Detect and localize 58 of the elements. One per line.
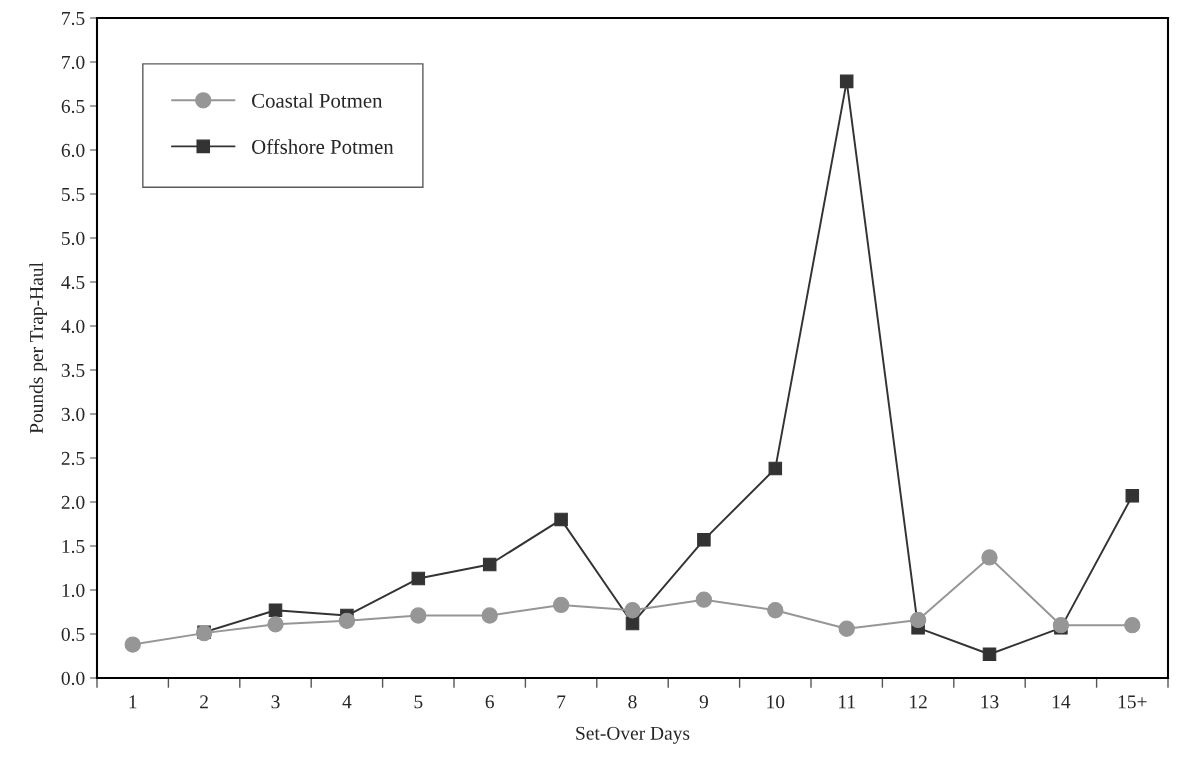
- x-tick-label: 1: [129, 695, 137, 709]
- point: [768, 461, 783, 476]
- x-tick-label: 5: [414, 695, 423, 709]
- y-tick-label: 5.0: [62, 231, 85, 246]
- x-tick-label: 9: [699, 695, 708, 709]
- point: [695, 591, 713, 608]
- point: [697, 533, 711, 547]
- x-tick-label: 6: [485, 695, 494, 709]
- y-tick-label: 3.5: [61, 363, 85, 378]
- point: [1125, 489, 1140, 503]
- y-tick-label: 1.0: [62, 583, 85, 598]
- y-tick-label: 4.5: [61, 275, 85, 290]
- point: [411, 571, 426, 586]
- point: [410, 607, 427, 624]
- point: [982, 647, 997, 662]
- point: [981, 549, 998, 566]
- point: [481, 607, 498, 624]
- point: [624, 602, 641, 619]
- y-tick-label: 6.5: [61, 99, 85, 114]
- y-tick-label: 7.5: [62, 12, 85, 26]
- y-tick-label: 4.0: [61, 319, 85, 334]
- legend-label: Coastal Potmen: [252, 93, 383, 108]
- point: [767, 602, 784, 619]
- x-tick-label: 11: [839, 695, 855, 709]
- point: [1124, 617, 1141, 634]
- point: [552, 596, 570, 614]
- y-axis-title: Pounds per Trap-Haul: [29, 262, 47, 434]
- x-tick-label: 13: [981, 695, 999, 709]
- y-tick-label: 2.5: [61, 451, 85, 466]
- point: [482, 557, 497, 572]
- y-tick-label: 7.0: [62, 55, 85, 70]
- x-axis-title: Set-Over Days: [576, 726, 690, 744]
- point: [839, 74, 854, 89]
- y-tick-label: 6.0: [61, 143, 85, 158]
- x-tick-label: 14: [1052, 695, 1071, 709]
- y-tick-label: 0.5: [61, 627, 85, 642]
- point: [1052, 617, 1070, 634]
- point: [838, 620, 855, 637]
- x-tick-label: 2: [200, 695, 208, 709]
- y-tick-label: 0.0: [61, 671, 85, 686]
- point: [267, 616, 284, 633]
- point: [338, 612, 356, 629]
- x-tick-label: 12: [910, 695, 927, 709]
- x-tick-label: 8: [628, 695, 637, 709]
- legend-label: Offshore Potmen: [252, 139, 394, 154]
- y-tick-label: 3.0: [61, 407, 85, 422]
- point: [554, 512, 568, 527]
- y-tick-label: 2.0: [61, 495, 85, 510]
- y-tick-label: 5.5: [62, 188, 85, 202]
- x-tick-label: 4: [342, 695, 352, 709]
- point: [124, 636, 141, 653]
- point: [268, 603, 283, 618]
- point: [909, 611, 927, 629]
- x-tick-label: 15+: [1118, 695, 1147, 709]
- x-tick-label: 3: [271, 695, 280, 709]
- x-tick-label: 10: [767, 695, 785, 709]
- x-tick-label: 7: [557, 695, 566, 709]
- y-tick-label: 1.5: [62, 539, 85, 554]
